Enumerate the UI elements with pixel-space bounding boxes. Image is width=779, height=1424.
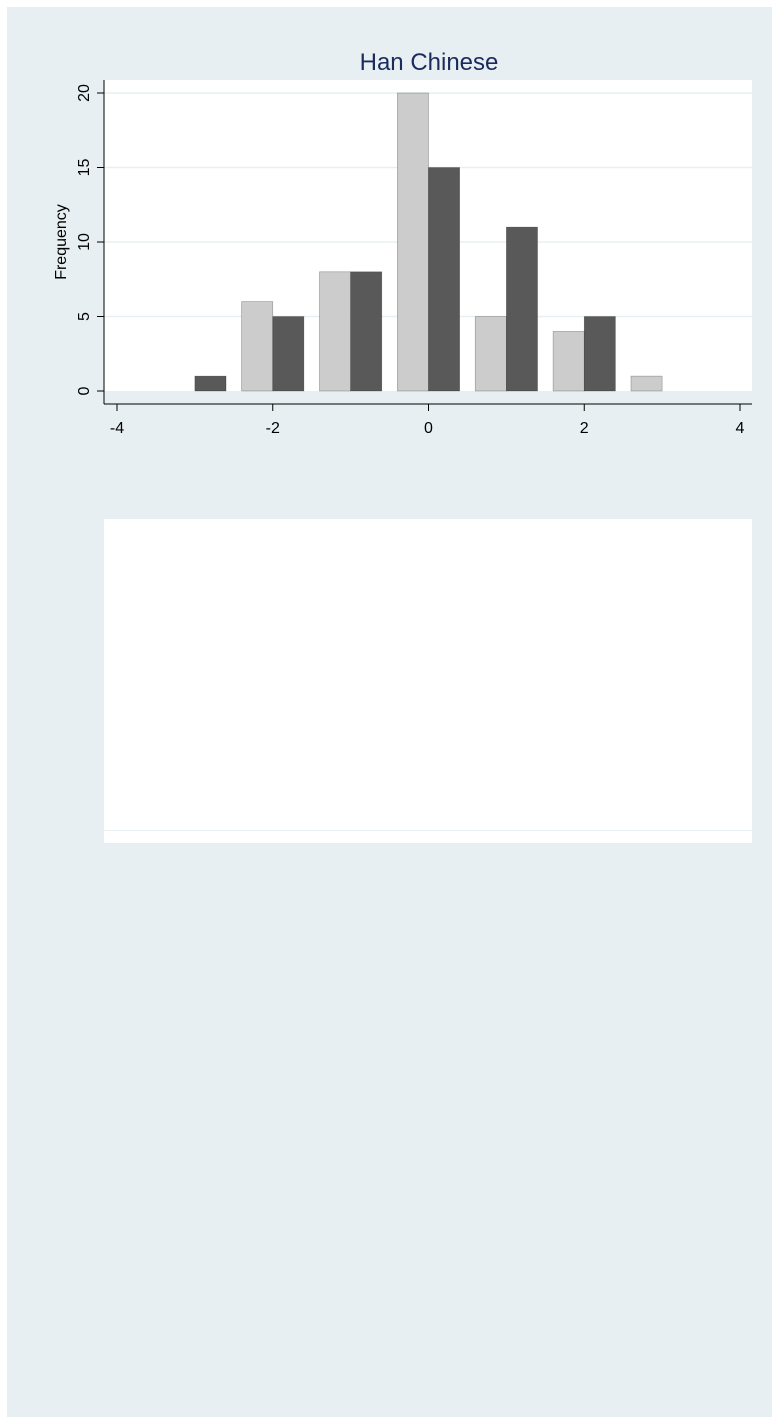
bar-series2-6 <box>583 316 616 392</box>
histogram-chart: 0 5 10 15 20 -4 -2 0 2 4 Han Chinese Frequency <box>53 49 752 437</box>
x-tick-label-2: 2 <box>580 420 589 437</box>
y-tick-label-20: 20 <box>76 84 93 102</box>
y-tick-label-10: 10 <box>76 233 93 251</box>
y-tick-label-5: 5 <box>76 312 93 321</box>
bar-series1-5 <box>552 331 585 392</box>
bar-series1-2 <box>319 271 351 392</box>
bar-series1-3 <box>397 92 429 392</box>
empty-panel <box>104 519 752 843</box>
empty-panel-baseline <box>104 830 752 831</box>
bar-series1-4 <box>474 316 507 392</box>
tick-labels: 0 5 10 15 20 -4 -2 0 2 4 <box>76 84 745 437</box>
y-axis-label: Frequency <box>53 204 70 280</box>
bar-series2-3 <box>350 271 383 392</box>
y-tick-label-0: 0 <box>76 386 93 395</box>
bar-series2-4 <box>428 167 460 392</box>
bar-series2-1 <box>194 375 227 392</box>
x-tick-label--4: -4 <box>110 420 124 437</box>
x-tick-label-4: 4 <box>736 420 745 437</box>
bar-series2-5 <box>506 226 538 392</box>
y-tick-label-15: 15 <box>76 159 93 177</box>
bars <box>194 92 663 392</box>
bar-series1-6 <box>630 375 663 392</box>
x-tick-label-0: 0 <box>424 420 433 437</box>
bar-series1-1 <box>241 301 274 392</box>
chart-title: Han Chinese <box>360 49 499 76</box>
x-tick-label--2: -2 <box>266 420 280 437</box>
bar-series2-2 <box>272 316 305 392</box>
